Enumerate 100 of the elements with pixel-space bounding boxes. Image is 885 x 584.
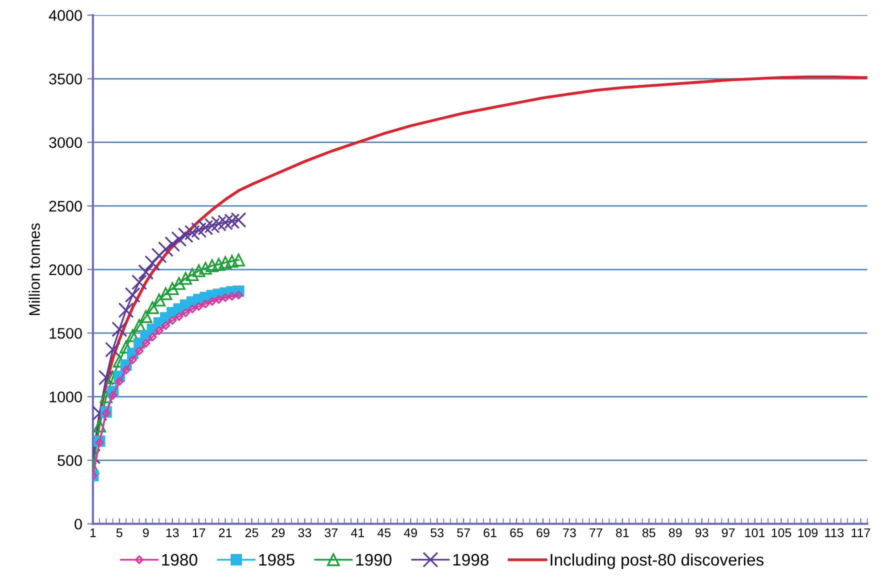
point (128, 356, 137, 364)
point (159, 287, 172, 300)
point (179, 272, 192, 285)
legend-label: 1998 (453, 554, 488, 566)
point (201, 300, 210, 308)
point (108, 391, 118, 400)
point (124, 287, 140, 303)
point (208, 297, 216, 306)
legend-label: Including post-80 discoveries (550, 553, 764, 569)
x-tick-label: 45 (377, 528, 391, 538)
x-tick-label: 13 (166, 528, 179, 538)
x-tick-label: 37 (324, 528, 338, 538)
y-tick-label: 0 (74, 518, 82, 530)
x-tick-label: 69 (536, 528, 550, 538)
point (178, 227, 194, 243)
y-tick-label: 3000 (49, 137, 82, 148)
point (95, 438, 104, 447)
y-tick-label: 2000 (49, 264, 82, 276)
x-tick-label: 105 (772, 528, 792, 538)
point (228, 292, 236, 300)
x-tick-label: 81 (616, 528, 629, 538)
point (152, 294, 166, 306)
point (100, 390, 113, 404)
point (112, 322, 128, 338)
x-tick-label: 117 (852, 528, 870, 538)
point (105, 342, 121, 358)
x-tick-label: 85 (642, 528, 656, 538)
x-tick-label: 25 (245, 528, 258, 538)
point (134, 346, 144, 356)
point (192, 264, 206, 278)
x-tick-label: 89 (668, 528, 682, 538)
point (214, 295, 223, 304)
point (146, 301, 159, 314)
point (164, 236, 180, 252)
point (198, 220, 214, 236)
x-tick-label: 49 (404, 528, 417, 538)
point (98, 370, 114, 386)
point (148, 332, 157, 342)
point (174, 312, 184, 321)
x-tick-label: 21 (218, 528, 232, 538)
point (115, 377, 124, 386)
y-tick-label: 1000 (50, 392, 82, 402)
x-tick-label: 57 (457, 528, 470, 538)
x-tick-label: 109 (798, 528, 818, 538)
point (102, 408, 110, 418)
point (212, 258, 226, 271)
x-tick-label: 33 (298, 528, 312, 538)
x-tick-label: 29 (272, 528, 285, 538)
point (92, 405, 108, 421)
legend-label: 1990 (356, 554, 392, 566)
x-tick-label: 101 (745, 528, 765, 538)
x-tick-label: 73 (563, 528, 576, 538)
point (206, 259, 218, 272)
x-tick-label: 9 (142, 528, 149, 538)
x-tick-label: 53 (430, 528, 444, 538)
point (218, 256, 232, 269)
point (139, 310, 152, 323)
x-tick-label: 1 (90, 528, 96, 538)
x-tick-label: 17 (192, 528, 206, 538)
point (191, 222, 207, 238)
y-axis-title: Million tonnes (28, 223, 40, 315)
y-tick-label: 1500 (50, 328, 82, 339)
point (184, 224, 200, 240)
point (199, 262, 212, 275)
point (158, 241, 174, 257)
x-tick-label: 77 (590, 528, 602, 538)
legend-label: 1980 (162, 554, 198, 566)
point (161, 321, 170, 330)
x-tick-label: 65 (510, 528, 523, 538)
y-tick-label: 3500 (49, 74, 82, 84)
point (221, 293, 230, 302)
point (142, 339, 150, 348)
x-tick-label: 61 (484, 528, 496, 538)
point (168, 316, 177, 325)
point (138, 264, 154, 280)
point (166, 282, 179, 295)
point (93, 420, 106, 432)
point (154, 326, 164, 335)
point (181, 308, 190, 318)
point (226, 254, 238, 268)
point (188, 304, 196, 314)
x-tick-label: 93 (695, 528, 708, 538)
point (186, 268, 199, 281)
point (122, 366, 130, 374)
point (151, 248, 167, 264)
point (232, 254, 245, 266)
y-tick-label: 2500 (49, 200, 82, 212)
point (144, 255, 160, 271)
y-tick-label: 500 (58, 455, 82, 466)
point (234, 290, 243, 300)
point (131, 274, 148, 290)
x-tick-label: 41 (351, 528, 364, 538)
point (194, 302, 204, 311)
x-tick-label: 97 (722, 528, 735, 538)
point (171, 231, 187, 247)
point (172, 277, 186, 290)
point (132, 319, 146, 332)
point (118, 302, 134, 318)
point (126, 329, 140, 342)
x-tick-label: 113 (825, 528, 844, 538)
